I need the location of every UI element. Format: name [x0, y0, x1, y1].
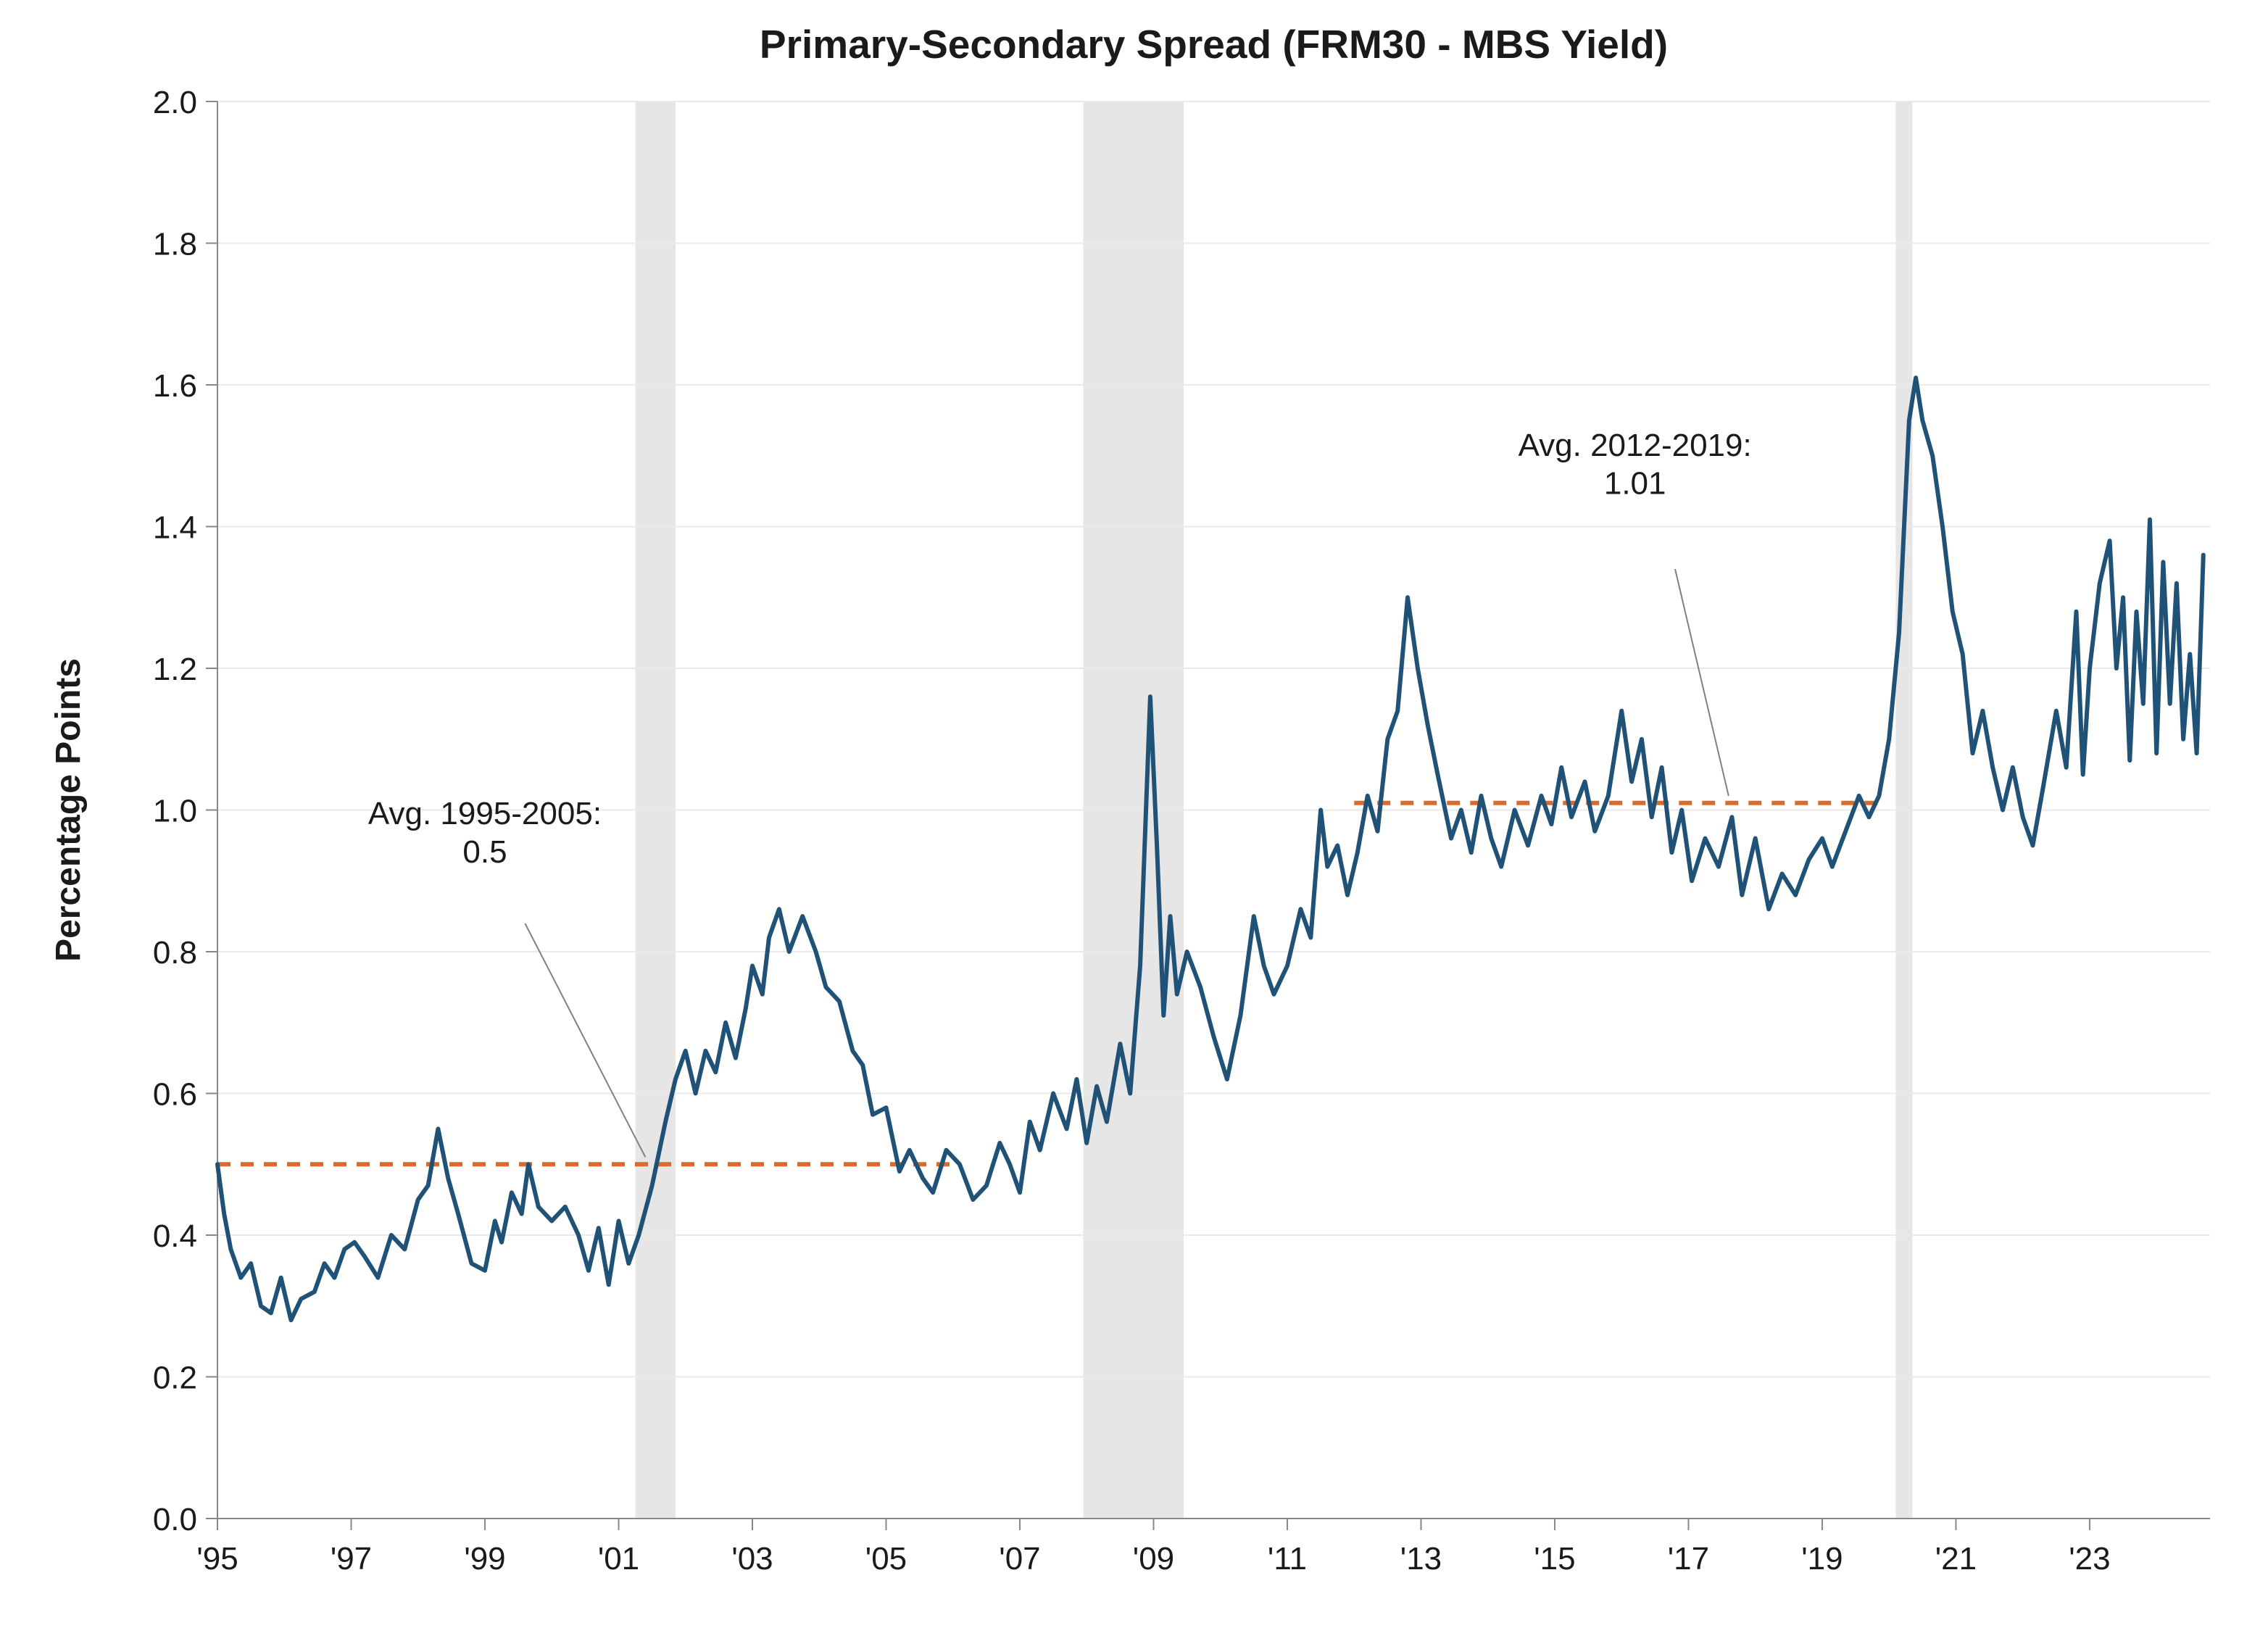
y-tick-label: 1.4	[153, 510, 197, 546]
y-tick-label: 1.0	[153, 794, 197, 829]
x-tick-label: '03	[731, 1541, 773, 1577]
y-tick-label: 1.6	[153, 368, 197, 404]
annotation-leader	[525, 923, 645, 1158]
y-tick-label: 0.8	[153, 935, 197, 971]
chart-svg: Primary-Secondary Spread (FRM30 - MBS Yi…	[0, 0, 2268, 1649]
annotation-text: 1.01	[1604, 466, 1666, 502]
x-tick-label: '01	[598, 1541, 639, 1577]
y-tick-label: 1.8	[153, 227, 197, 262]
y-tick-label: 1.2	[153, 652, 197, 687]
x-tick-label: '13	[1400, 1541, 1442, 1577]
y-tick-label: 0.2	[153, 1361, 197, 1396]
x-tick-label: '23	[2069, 1541, 2110, 1577]
y-tick-label: 0.4	[153, 1218, 197, 1254]
chart-title: Primary-Secondary Spread (FRM30 - MBS Yi…	[760, 22, 1668, 67]
x-tick-label: '19	[1801, 1541, 1843, 1577]
x-tick-label: '21	[1935, 1541, 1977, 1577]
annotation-text: 0.5	[462, 834, 507, 870]
y-tick-label: 0.0	[153, 1502, 197, 1537]
annotation-leader	[1675, 569, 1729, 796]
spread-chart: Primary-Secondary Spread (FRM30 - MBS Yi…	[0, 0, 2268, 1649]
x-tick-label: '99	[464, 1541, 505, 1577]
y-axis-label: Percentage Points	[49, 658, 88, 962]
y-tick-label: 0.6	[153, 1077, 197, 1113]
y-tick-label: 2.0	[153, 85, 197, 120]
x-tick-label: '11	[1268, 1541, 1307, 1577]
x-tick-label: '07	[999, 1541, 1040, 1577]
x-tick-label: '95	[196, 1541, 238, 1577]
x-tick-label: '05	[865, 1541, 907, 1577]
annotation-text: Avg. 1995-2005:	[368, 796, 602, 831]
x-tick-label: '97	[331, 1541, 372, 1577]
x-tick-label: '17	[1668, 1541, 1709, 1577]
x-tick-label: '15	[1534, 1541, 1575, 1577]
x-tick-label: '09	[1133, 1541, 1174, 1577]
annotation-text: Avg. 2012-2019:	[1519, 428, 1752, 463]
